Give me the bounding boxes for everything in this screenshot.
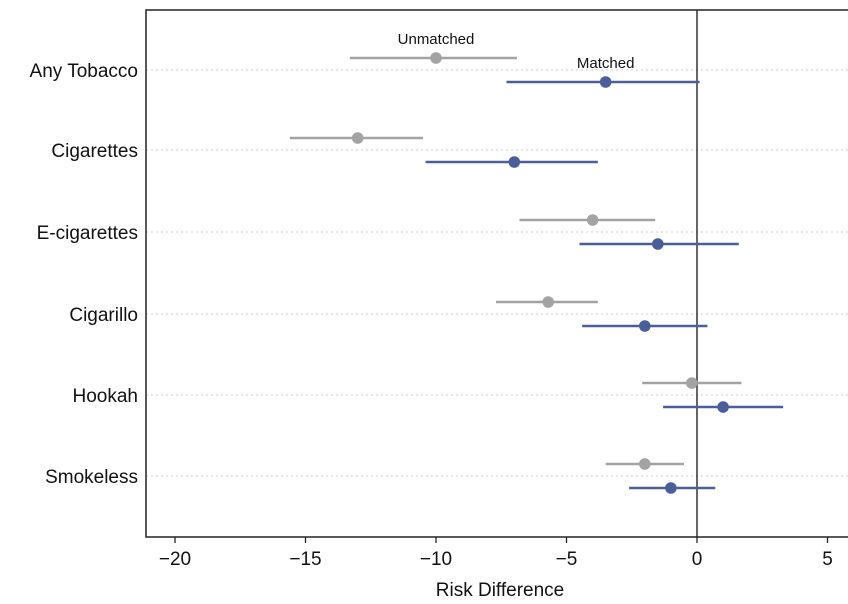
unmatched-point [586,214,599,226]
category-label: Cigarettes [51,141,138,162]
category-label: Cigarillo [69,305,138,326]
x-axis-ticks: −20 −15 −10 −5 0 5 [159,537,833,570]
category-label: E-cigarettes [37,223,138,244]
plot-frame [145,9,848,538]
x-tick-label: −20 [159,549,191,570]
gridlines [146,69,848,477]
matched-point [639,320,651,332]
matched-point [599,76,612,88]
annotation-matched: Matched [577,55,635,72]
unmatched-point [685,377,698,389]
matched-point [508,156,521,168]
series-marks [289,52,784,494]
series-annotations: Unmatched Matched [398,31,635,72]
unmatched-point [430,52,442,64]
x-axis-title: Risk Difference [436,580,564,601]
unmatched-point [351,132,364,144]
unmatched-point [542,296,555,308]
category-label: Any Tobacco [30,61,138,82]
annotation-unmatched: Unmatched [398,31,475,48]
unmatched-point [639,458,651,470]
x-tick-label: 5 [822,549,833,570]
matched-point [665,482,677,494]
category-label: Hookah [73,386,139,407]
x-tick-label: −5 [556,549,578,570]
x-tick-label: 0 [692,549,703,570]
matched-point [717,401,729,413]
category-labels: Any Tobacco Cigarettes E-cigarettes Cigaril… [30,61,138,488]
matched-point [652,238,664,250]
category-label: Smokeless [45,467,138,488]
x-tick-label: −10 [420,549,452,570]
x-tick-label: −15 [289,549,321,570]
